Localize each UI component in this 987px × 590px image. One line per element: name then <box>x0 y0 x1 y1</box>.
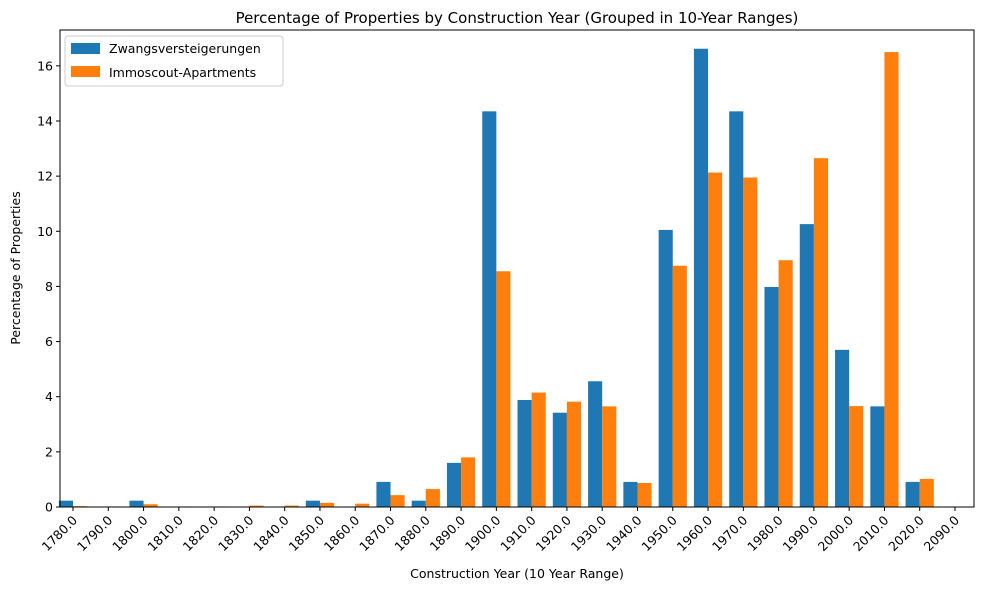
y-tick-label: 4 <box>45 389 53 404</box>
bar-immoscout-apartments-2020-0 <box>919 478 934 507</box>
x-tick-label: 1860.0 <box>321 512 363 554</box>
y-axis-label: Percentage of Properties <box>8 191 23 345</box>
bar-zwangsversteigerungen-1960-0 <box>693 48 709 507</box>
y-tick-label: 0 <box>45 500 53 515</box>
x-tick-label: 2090.0 <box>921 512 963 554</box>
bar-zwangsversteigerungen-1850-0 <box>305 500 320 507</box>
x-tick-label: 1850.0 <box>286 512 328 554</box>
bar-immoscout-apartments-1800-0 <box>143 504 158 507</box>
y-tick-label: 12 <box>37 169 53 184</box>
x-tick-label: 1810.0 <box>144 512 186 554</box>
x-tick-label: 1820.0 <box>180 512 222 554</box>
bar-immoscout-apartments-1850-0 <box>319 502 335 507</box>
legend: Zwangsversteigerungen Immoscout-Apartmen… <box>64 35 284 87</box>
x-tick-label: 1920.0 <box>532 512 574 554</box>
bar-zwangsversteigerungen-1780-0 <box>58 500 73 507</box>
x-tick-label: 1830.0 <box>215 512 257 554</box>
bar-immoscout-apartments-1890-0 <box>461 457 476 507</box>
legend-swatch-immoscout-apartments <box>71 66 100 77</box>
bar-zwangsversteigerungen-1950-0 <box>658 229 673 507</box>
bar-immoscout-apartments-1960-0 <box>708 172 723 507</box>
legend-swatch-zwangsversteigerungen <box>71 43 100 54</box>
x-tick-label: 1960.0 <box>674 512 716 554</box>
x-axis-label: Construction Year (10 Year Range) <box>410 566 624 581</box>
bar-immoscout-apartments-1950-0 <box>672 265 687 507</box>
x-tick-label: 1900.0 <box>462 512 504 554</box>
x-tick-label: 1880.0 <box>391 512 433 554</box>
bar-zwangsversteigerungen-1900-0 <box>482 111 497 508</box>
bar-immoscout-apartments-1990-0 <box>813 158 828 507</box>
bar-immoscout-apartments-1860-0 <box>355 503 370 507</box>
bars-group <box>58 48 970 508</box>
legend-label-zwangsversteigerungen: Zwangsversteigerungen <box>109 41 261 56</box>
bar-immoscout-apartments-1980-0 <box>778 260 793 507</box>
y-tick-label: 14 <box>37 113 53 128</box>
bar-immoscout-apartments-1870-0 <box>390 495 405 507</box>
x-tick-label: 1950.0 <box>638 512 680 554</box>
x-tick-label: 1800.0 <box>109 512 151 554</box>
y-tick-label: 10 <box>37 224 53 239</box>
x-tick-label: 2010.0 <box>850 512 892 554</box>
bar-immoscout-apartments-1940-0 <box>637 483 652 507</box>
bar-zwangsversteigerungen-1970-0 <box>729 111 744 508</box>
bar-zwangsversteigerungen-1920-0 <box>552 412 567 507</box>
bar-zwangsversteigerungen-1980-0 <box>764 286 779 507</box>
bar-immoscout-apartments-1920-0 <box>566 401 582 507</box>
bar-zwangsversteigerungen-1940-0 <box>623 481 638 507</box>
y-tick-label: 6 <box>45 334 53 349</box>
bar-zwangsversteigerungen-2010-0 <box>870 406 885 507</box>
x-tick-label: 1990.0 <box>779 512 821 554</box>
x-tick-label: 1910.0 <box>497 512 539 554</box>
bar-immoscout-apartments-2000-0 <box>849 406 864 507</box>
x-tick-label: 1940.0 <box>603 512 645 554</box>
x-tick-label: 1970.0 <box>709 512 751 554</box>
x-tick-label: 1840.0 <box>250 512 292 554</box>
bar-immoscout-apartments-2010-0 <box>884 52 899 508</box>
bar-immoscout-apartments-1970-0 <box>743 177 758 507</box>
x-tick-label: 1890.0 <box>427 512 469 554</box>
bar-zwangsversteigerungen-1870-0 <box>376 481 391 507</box>
bar-immoscout-apartments-1910-0 <box>531 392 546 507</box>
x-axis: 1780.01790.01800.01810.01820.01830.01840… <box>39 507 963 554</box>
bar-immoscout-apartments-1930-0 <box>602 406 617 507</box>
bar-zwangsversteigerungen-2000-0 <box>835 349 850 507</box>
bar-zwangsversteigerungen-1880-0 <box>411 500 426 507</box>
x-tick-label: 1930.0 <box>568 512 610 554</box>
x-tick-label: 1870.0 <box>356 512 398 554</box>
legend-box <box>64 35 284 87</box>
y-tick-label: 8 <box>45 279 53 294</box>
x-tick-label: 1790.0 <box>74 512 116 554</box>
x-tick-label: 1980.0 <box>744 512 786 554</box>
bar-zwangsversteigerungen-1890-0 <box>446 462 462 507</box>
bar-zwangsversteigerungen-1930-0 <box>588 381 603 507</box>
chart-title: Percentage of Properties by Construction… <box>236 9 799 27</box>
y-axis: 0 2 4 6 8 10 12 14 16 <box>37 58 60 515</box>
bar-zwangsversteigerungen-1990-0 <box>799 224 814 507</box>
x-tick-label: 1780.0 <box>39 512 81 554</box>
bar-zwangsversteigerungen-1800-0 <box>129 500 144 507</box>
y-tick-label: 16 <box>37 58 53 73</box>
plot-frame <box>59 29 975 508</box>
bar-immoscout-apartments-1830-0 <box>249 505 264 507</box>
x-tick-label: 2000.0 <box>815 512 857 554</box>
y-tick-label: 2 <box>45 444 53 459</box>
bar-immoscout-apartments-1900-0 <box>496 271 511 507</box>
bar-immoscout-apartments-1880-0 <box>425 489 440 507</box>
legend-label-immoscout-apartments: Immoscout-Apartments <box>109 65 256 80</box>
bar-immoscout-apartments-1840-0 <box>284 505 299 507</box>
x-tick-label: 2020.0 <box>885 512 927 554</box>
bar-zwangsversteigerungen-2020-0 <box>905 481 920 507</box>
bar-zwangsversteigerungen-1910-0 <box>517 400 532 507</box>
